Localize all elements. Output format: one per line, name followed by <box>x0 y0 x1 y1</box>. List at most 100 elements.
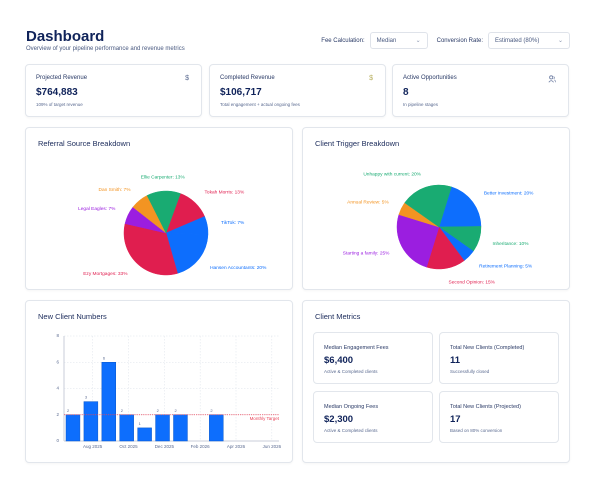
kpi-card-projected-revenue: Projected Revenue $764,883 109% of targe… <box>25 64 202 117</box>
new-clients-bar-chart: 0 2 4 6 8 Aug 2025 Oct 2025 Dec 2025 Feb 2026 Apr… <box>56 333 282 449</box>
metric-card-median-ongoing-fees: Median Ongoing Fees $2,300 Active & Comp… <box>313 391 433 443</box>
pie-slice-label: Starting a family: 25% <box>343 250 390 256</box>
pie-slice-label: Legal Eagles: 7% <box>78 206 116 212</box>
x-tick-label: Jun 2026 <box>263 444 282 449</box>
fee-calculation-select[interactable]: Median ⌄ <box>369 32 428 49</box>
metric-subtext: Active & Completed clients <box>324 428 378 433</box>
y-tick-label: 6 <box>56 359 59 364</box>
referral-source-panel: Referral Source Breakdown Tokah Morris: … <box>25 127 293 290</box>
bar-value-label: 6 <box>103 355 106 360</box>
page-title: Dashboard <box>26 28 105 45</box>
bar[interactable] <box>101 362 117 442</box>
y-tick-label: 2 <box>56 412 59 417</box>
bar[interactable] <box>119 414 134 442</box>
bar[interactable] <box>83 401 99 442</box>
client-metrics-panel: Client Metrics Median Engagement Fees $6… <box>302 300 570 463</box>
dollar-icon: $ <box>185 75 189 82</box>
metric-card-total-new-clients-projected: Total New Clients (Projected) 17 Based o… <box>439 391 559 443</box>
bar-value-label: 2 <box>157 408 160 413</box>
conversion-rate-value: Estimated (80%) <box>495 37 540 44</box>
x-tick-label: Apr 2026 <box>227 444 246 449</box>
x-tick-label: Feb 2026 <box>191 444 211 449</box>
pie-slice-label: Ezy Mortgages: 33% <box>83 271 128 277</box>
bar-value-label: 1 <box>139 421 142 426</box>
pie-slice-label: Retirement Planning: 5% <box>479 263 533 269</box>
metric-card-total-new-clients-completed: Total New Clients (Completed) 11 Success… <box>439 332 559 384</box>
chevron-down-icon: ⌄ <box>557 38 563 44</box>
trigger-pie-chart: Better investment: 20% Inheritance: 10% Re… <box>343 171 534 285</box>
metric-value: 11 <box>450 355 461 366</box>
metric-label: Median Ongoing Fees <box>324 404 379 410</box>
bar[interactable] <box>137 427 152 442</box>
bar-value-label: 2 <box>121 408 124 413</box>
pie-slice-label: Hansen Accountants: 20% <box>210 265 267 271</box>
kpi-value: 8 <box>403 87 409 98</box>
bar-value-label: 2 <box>67 408 70 413</box>
pie-slice[interactable] <box>396 214 440 268</box>
panel-title: Client Metrics <box>315 312 361 321</box>
pie-slice-label: Second Opinion: 15% <box>449 279 496 285</box>
y-tick-label: 4 <box>56 386 59 391</box>
conversion-rate-label: Conversion Rate: <box>436 37 483 44</box>
pie-slice-label: Better investment: 20% <box>484 191 534 197</box>
y-tick-label: 0 <box>56 438 59 443</box>
kpi-subtext: 109% of target revenue <box>36 102 83 107</box>
metric-subtext: Based on 80% conversion <box>450 428 503 433</box>
kpi-value: $764,883 <box>36 87 78 98</box>
x-tick-label: Aug 2025 <box>83 444 103 449</box>
pie-slice-label: Annual Review: 5% <box>347 200 389 206</box>
kpi-label: Projected Revenue <box>36 75 88 81</box>
bar[interactable] <box>209 414 224 442</box>
pie-slice-label: Dan Smith: 7% <box>98 187 131 193</box>
metric-value: 17 <box>450 414 461 425</box>
metric-subtext: Successfully closed <box>450 369 490 374</box>
kpi-label: Completed Revenue <box>220 75 275 81</box>
metric-label: Total New Clients (Completed) <box>450 345 525 351</box>
bar[interactable] <box>173 414 188 442</box>
kpi-card-completed-revenue: Completed Revenue $106,717 Total engagem… <box>209 64 386 117</box>
pie-slice[interactable] <box>146 190 181 234</box>
kpi-subtext: In pipeline stages <box>403 102 439 107</box>
pie-slice-label: Ellie Carpenter: 13% <box>141 174 186 180</box>
fee-calculation-value: Median <box>376 37 397 44</box>
referral-pie-chart: Tokah Morris: 13% TikTok: 7% Hansen Accoun… <box>78 174 267 277</box>
conversion-rate-select[interactable]: Estimated (80%) ⌄ <box>488 32 570 49</box>
pie-slice[interactable] <box>123 223 178 276</box>
pie-slice-label: Inheritance: 10% <box>492 241 529 247</box>
x-tick-label: Oct 2025 <box>119 444 138 449</box>
metric-label: Total New Clients (Projected) <box>450 404 521 410</box>
client-trigger-panel: Client Trigger Breakdown Better investme… <box>302 127 570 290</box>
pie-slice-label: Unhappy with current: 20% <box>363 171 421 177</box>
pie-slice[interactable] <box>404 184 452 228</box>
users-icon <box>548 75 556 85</box>
chevron-down-icon: ⌄ <box>415 38 421 44</box>
bar-value-label: 3 <box>85 395 88 400</box>
panel-title: New Client Numbers <box>38 312 107 321</box>
filters-bar: Fee Calculation: Median ⌄ Conversion Rat… <box>321 32 570 49</box>
metric-card-median-engagement-fees: Median Engagement Fees $6,400 Active & C… <box>313 332 433 384</box>
pie-slice[interactable] <box>165 232 209 274</box>
panel-title: Referral Source Breakdown <box>38 139 131 148</box>
kpi-card-active-opportunities: Active Opportunities 8 In pipeline stage… <box>392 64 569 117</box>
metric-label: Median Engagement Fees <box>324 345 389 351</box>
metric-value: $6,400 <box>324 355 354 366</box>
new-client-numbers-panel: New Client Numbers 0 2 4 6 8 Aug 2025 Oct 2025… <box>25 300 293 463</box>
metric-subtext: Active & Completed clients <box>324 369 378 374</box>
bar-value-label: 2 <box>175 408 178 413</box>
page-subtitle: Overview of your pipeline performance an… <box>26 46 185 52</box>
y-tick-label: 8 <box>56 333 59 338</box>
panel-title: Client Trigger Breakdown <box>315 139 400 148</box>
target-label: Monthly Target <box>250 416 280 421</box>
bar[interactable] <box>65 414 81 442</box>
kpi-subtext: Total engagement + actual ongoing fees <box>220 102 300 107</box>
fee-calculation-label: Fee Calculation: <box>321 37 365 44</box>
metric-value: $2,300 <box>324 414 354 425</box>
x-tick-label: Dec 2025 <box>155 444 175 449</box>
pie-slice-label: Tokah Morris: 13% <box>205 190 245 196</box>
bar[interactable] <box>155 414 170 442</box>
kpi-label: Active Opportunities <box>403 75 457 81</box>
kpi-value: $106,717 <box>220 87 262 98</box>
bar-value-label: 2 <box>210 408 213 413</box>
pie-slice-label: TikTok: 7% <box>221 220 245 226</box>
pie-slice[interactable] <box>438 186 482 228</box>
